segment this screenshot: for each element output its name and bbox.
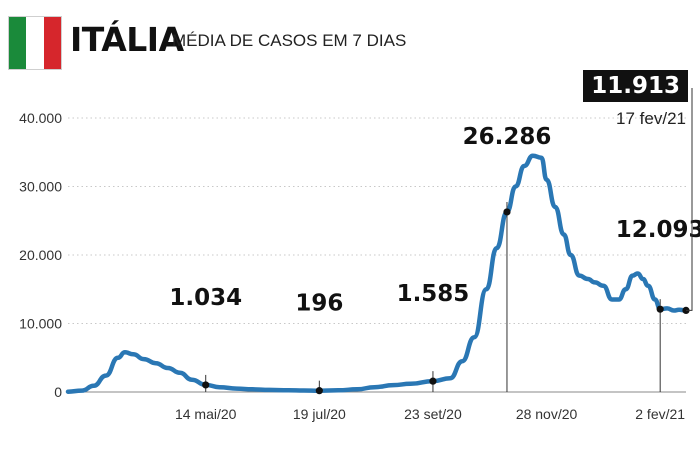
annotation-point xyxy=(315,387,323,395)
x-tick-label: 23 set/20 xyxy=(404,406,462,422)
chart-subtitle: MÉDIA DE CASOS EM 7 DIAS xyxy=(172,31,407,50)
y-tick-label: 30.000 xyxy=(19,179,62,195)
y-tick-label: 20.000 xyxy=(19,247,62,263)
y-tick-label: 0 xyxy=(54,384,62,400)
cases-series-line xyxy=(65,153,689,394)
page-title: ITÁLIA xyxy=(70,20,184,59)
flag-green-stripe xyxy=(9,17,27,69)
latest-date-label: 17 fev/21 xyxy=(616,109,686,128)
flag-white-stripe xyxy=(26,17,44,69)
x-tick-label: 14 mai/20 xyxy=(175,406,237,422)
grid-layer xyxy=(68,117,686,393)
annotation-label: 26.286 xyxy=(463,124,552,150)
annotation-point xyxy=(429,377,437,385)
flag-red-stripe xyxy=(43,17,61,69)
annotation-point xyxy=(202,381,210,389)
annotation-label: 1.585 xyxy=(397,281,470,307)
italy-flag xyxy=(8,16,62,70)
latest-value-badge: 11.913 xyxy=(583,70,688,102)
y-tick-label: 40.000 xyxy=(19,110,62,126)
x-tick-label: 28 nov/20 xyxy=(516,406,578,422)
annotation-label: 196 xyxy=(295,291,343,317)
annotation-label: 12.093 xyxy=(616,217,700,243)
latest-connector-line xyxy=(686,88,693,311)
y-tick-label: 10.000 xyxy=(19,316,62,332)
annotation-point xyxy=(656,305,664,313)
axis-layer: 0 10.000 20.000 30.000 40.000 14 mai/20 19 jul… xyxy=(19,110,685,422)
annotation-label: 1.034 xyxy=(169,285,242,311)
annotation-layer: 1.034 196 1.585 26.286 12.093 xyxy=(169,88,700,395)
series-layer xyxy=(65,153,689,394)
x-tick-label: 19 jul/20 xyxy=(293,406,346,422)
annotation-point xyxy=(503,208,511,216)
x-tick-label: 2 fev/21 xyxy=(635,406,685,422)
